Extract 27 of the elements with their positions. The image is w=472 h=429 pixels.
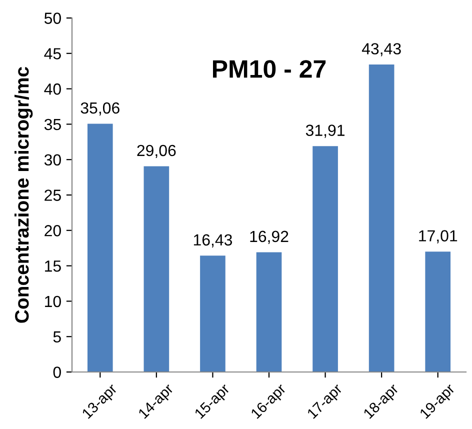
y-tick-label: 35	[44, 118, 61, 130]
y-tick-label: 15	[45, 260, 61, 272]
data-label: 43,43	[362, 43, 401, 56]
y-tick-label: 45	[44, 48, 61, 60]
y-tick-label: 25	[44, 190, 61, 201]
bar	[368, 64, 394, 372]
data-label: 16,92	[250, 230, 288, 244]
y-tick-label: 50	[44, 12, 61, 24]
y-tick-label: 5	[53, 331, 61, 343]
y-tick-label: 20	[44, 225, 61, 236]
data-label: 35,06	[80, 102, 120, 116]
y-tick-label: 10	[45, 296, 61, 308]
data-label: 17,01	[419, 230, 458, 244]
y-axis-title: Concentrazione microgr/mc	[14, 66, 33, 323]
data-label: 16,43	[194, 234, 232, 248]
bar	[200, 256, 226, 372]
bar	[256, 252, 282, 372]
y-tick-label: 30	[44, 154, 61, 166]
bar	[87, 124, 113, 372]
bar	[144, 166, 170, 372]
bar	[312, 146, 338, 372]
text: PM10 - 27	[213, 60, 326, 78]
data-label: 29,06	[137, 144, 176, 158]
bar	[425, 252, 451, 372]
y-tick-label: 40	[44, 83, 61, 95]
y-tick-label: 0	[53, 366, 61, 378]
data-label: 31,91	[306, 124, 344, 138]
